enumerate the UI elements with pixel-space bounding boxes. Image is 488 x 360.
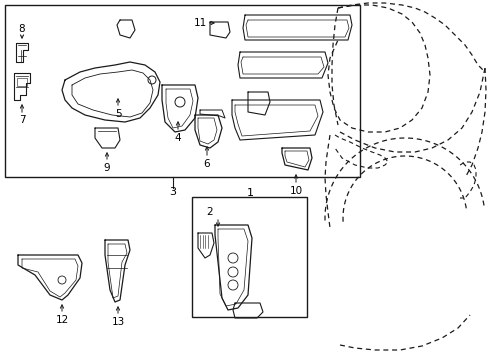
Text: 10: 10	[289, 186, 302, 196]
Text: 2: 2	[206, 207, 213, 217]
Text: 12: 12	[55, 315, 68, 325]
Text: 13: 13	[111, 317, 124, 327]
Bar	[5, 5, 359, 177]
Text: 7: 7	[19, 115, 25, 125]
Text: 1: 1	[246, 188, 253, 198]
Text: 11: 11	[193, 18, 206, 28]
Text: 5: 5	[115, 109, 121, 119]
Bar	[17, 78, 27, 86]
Bar	[192, 197, 306, 317]
Text: 8: 8	[19, 24, 25, 34]
Text: 3: 3	[169, 187, 176, 197]
Text: 9: 9	[103, 163, 110, 173]
Text: 4: 4	[174, 133, 181, 143]
Text: 6: 6	[203, 159, 210, 169]
